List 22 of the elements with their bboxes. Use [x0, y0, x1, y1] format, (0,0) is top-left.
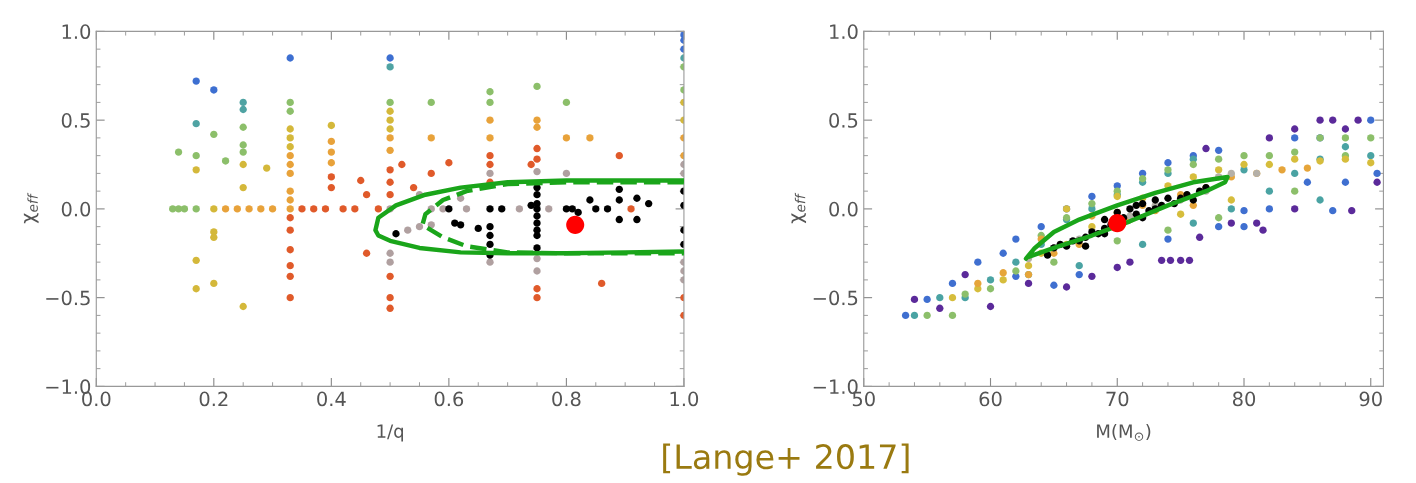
text: [Lange+ 2017]: [663, 443, 909, 476]
y-tick-label: 1.0: [62, 24, 91, 40]
x-axis-title: M(M$_{⊙}$): [1097, 423, 1151, 441]
x-tick-label: 0.8: [552, 391, 581, 407]
x-tick-label: 0.2: [199, 391, 228, 407]
x-tick-label: 1.0: [670, 391, 699, 407]
y-tick-label: 0.0: [61, 201, 91, 217]
y-tick-label: −0.5: [46, 290, 90, 306]
x-tick-label: 0.4: [317, 391, 346, 407]
y-tick-label: 0.0: [829, 201, 858, 217]
x-tick-label: 70: [1106, 391, 1129, 407]
y-axis-title: χ$_{eff}$: [23, 192, 39, 224]
y-tick-label: 0.5: [829, 113, 858, 128]
y-tick-label: −0.5: [813, 290, 858, 306]
y-axis-title: χ$_{eff}$: [791, 192, 807, 224]
x-tick-label: 0.6: [434, 391, 464, 407]
x-tick-label: 80: [1232, 391, 1256, 407]
y-tick-label: 0.5: [61, 113, 90, 128]
x-axis-title: 1/q: [377, 424, 403, 442]
y-tick-label: 1.0: [830, 24, 858, 40]
x-tick-label: 90: [1359, 391, 1382, 407]
x-tick-label: 60: [979, 391, 1002, 407]
